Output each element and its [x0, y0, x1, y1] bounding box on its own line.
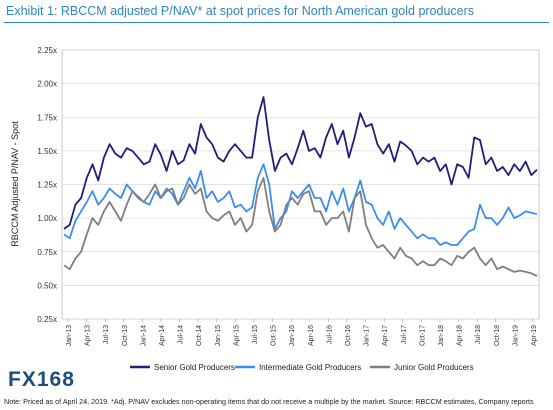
legend-label-3: Junior Gold Producers [394, 363, 474, 372]
x-tick-label: Oct-13 [122, 325, 129, 346]
x-tick-label: Apr-14 [159, 325, 166, 346]
x-tick-label: Jan-17 [364, 325, 371, 347]
x-tick-label: Jan-18 [438, 325, 445, 347]
x-tick-label: Jan-13 [66, 325, 73, 347]
y-tick-label: 1.50x [37, 147, 57, 156]
x-tick-label: Apr-18 [457, 325, 464, 346]
series-line-2 [63, 163, 538, 246]
series-line-1 [63, 96, 538, 230]
x-tick-label: Jan-14 [140, 325, 147, 347]
x-tick-label: Jan-19 [512, 325, 519, 347]
x-tick-label: Jan-16 [289, 325, 296, 347]
x-tick-label: Oct-17 [419, 325, 426, 346]
y-tick-label: 1.25x [37, 181, 57, 190]
x-tick-label: Apr-15 [233, 325, 240, 346]
y-tick-label: 2.00x [37, 80, 57, 89]
y-tick-label: 0.50x [37, 281, 57, 290]
title-rule [4, 22, 549, 23]
y-axis-label: RBCCM Adjusted P/NAV - Spot [10, 121, 20, 247]
x-tick-label: Jul-16 [326, 325, 333, 344]
x-tick-label: Jul-14 [178, 325, 185, 344]
x-tick-label: Jan-15 [215, 325, 222, 347]
x-tick-label: Jul-13 [103, 325, 110, 344]
y-tick-label: 0.25x [37, 315, 57, 324]
x-tick-label: Apr-19 [531, 325, 538, 346]
x-tick-label: Jul-15 [252, 325, 259, 344]
footnote: Note: Priced as of April 24, 2019. *Adj.… [4, 397, 534, 406]
y-tick-label: 1.75x [37, 113, 57, 122]
x-tick-label: Oct-14 [196, 325, 203, 346]
x-tick-label: Oct-18 [494, 325, 501, 346]
x-tick-label: Apr-13 [85, 325, 92, 346]
y-tick-label: 0.75x [37, 248, 57, 257]
x-tick-label: Jul-18 [475, 325, 482, 344]
x-tick-label: Oct-16 [345, 325, 352, 346]
series-line-3 [63, 176, 538, 277]
x-tick-label: Oct-15 [271, 325, 278, 346]
y-tick-label: 2.25x [37, 46, 57, 55]
legend-label-1: Senior Gold Producers [154, 363, 235, 372]
legend-label-2: Intermediate Gold Producers [259, 363, 361, 372]
y-tick-label: 1.00x [37, 214, 57, 223]
x-tick-label: Jul-17 [401, 325, 408, 344]
x-tick-label: Apr-16 [308, 325, 315, 346]
fx168-logo: FX168 [8, 368, 75, 391]
x-tick-label: Apr-17 [382, 325, 389, 346]
chart-title: Exhibit 1: RBCCM adjusted P/NAV* at spot… [6, 4, 475, 18]
